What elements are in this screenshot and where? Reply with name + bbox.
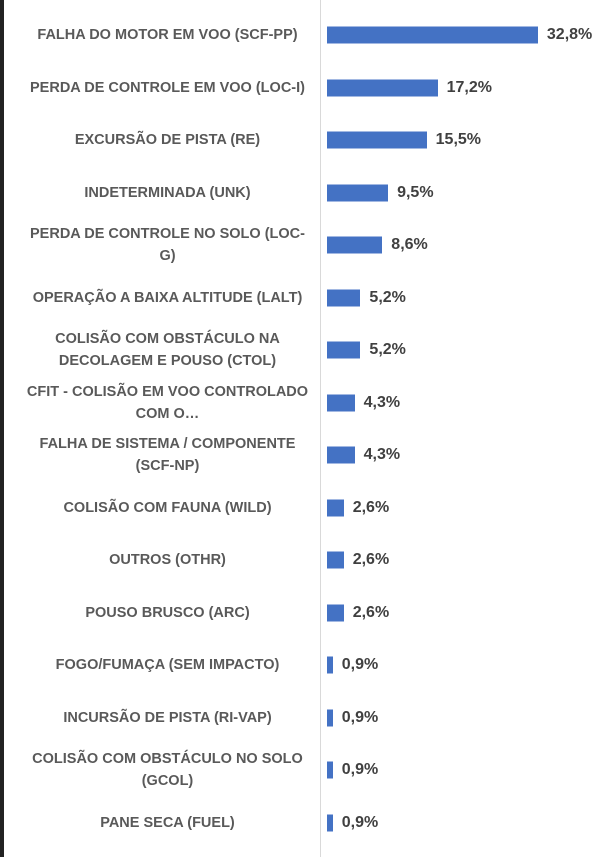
bar: [327, 394, 355, 411]
category-label: OPERAÇÃO A BAIXA ALTITUDE (LALT): [32, 289, 303, 306]
category-label: INDETERMINADA (UNK): [84, 184, 251, 201]
value-label: 8,6%: [391, 236, 428, 253]
bar: [327, 551, 344, 569]
value-label: 9,5%: [397, 183, 434, 201]
bar: [327, 814, 333, 831]
bar: [327, 26, 538, 44]
category-label: PERDA DE CONTROLE EM VOO (LOC-I): [30, 79, 305, 96]
bar: [327, 499, 344, 516]
category-label: OUTROS (OTHR): [109, 552, 226, 568]
category-label: PERDA DE CONTROLE NO SOLO (LOC-G): [30, 226, 305, 264]
value-label: 32,8%: [546, 26, 593, 43]
axis-line: [320, 0, 321, 857]
bar: [327, 131, 427, 149]
category-label: COLISÃO COM FAUNA (WILD): [63, 499, 272, 516]
category-label: FALHA DO MOTOR EM VOO (SCF-PP): [37, 27, 298, 43]
bar: [327, 709, 333, 726]
category-label: INCURSÃO DE PISTA (RI-VAP): [63, 709, 272, 726]
value-label: 0,9%: [341, 656, 379, 673]
left-edge: [0, 0, 4, 857]
value-label: 17,2%: [446, 78, 492, 96]
value-label: 5,2%: [369, 288, 406, 306]
value-label: 0,9%: [341, 813, 379, 831]
value-label: 0,9%: [341, 761, 379, 778]
category-label: FALHA DE SISTEMA / COMPONENTE (SCF-NP): [39, 436, 296, 474]
category-label: POUSO BRUSCO (ARC): [85, 604, 250, 621]
category-label: COLISÃO COM OBSTÁCULO NA DECOLAGEM E POU…: [55, 331, 280, 369]
bar: [327, 656, 333, 674]
value-label: 15,5%: [435, 131, 482, 148]
bar: [327, 236, 383, 254]
bar: [327, 289, 361, 306]
bar: [327, 604, 344, 621]
category-label: EXCURSÃO DE PISTA (RE): [74, 132, 261, 148]
category-label: FOGO/FUMAÇA (SEM IMPACTO): [55, 657, 280, 673]
bar: [327, 761, 333, 779]
value-label: 2,6%: [352, 551, 390, 568]
value-label: 4,3%: [363, 393, 401, 411]
value-label: 4,3%: [363, 446, 401, 463]
category-label: CFIT - COLISÃO EM VOO CONTROLADO COM O…: [26, 383, 309, 422]
value-label: 2,6%: [352, 498, 390, 516]
bar: [327, 341, 361, 359]
value-label: 2,6%: [352, 603, 390, 621]
value-label: 5,2%: [369, 341, 406, 358]
bar: [327, 79, 438, 96]
value-label: 0,9%: [341, 708, 379, 726]
bar: [327, 184, 389, 201]
category-label: COLISÃO COM OBSTÁCULO NO SOLO (GCOL): [32, 751, 303, 789]
category-label: PANE SECA (FUEL): [100, 814, 235, 831]
bar: [327, 446, 355, 464]
